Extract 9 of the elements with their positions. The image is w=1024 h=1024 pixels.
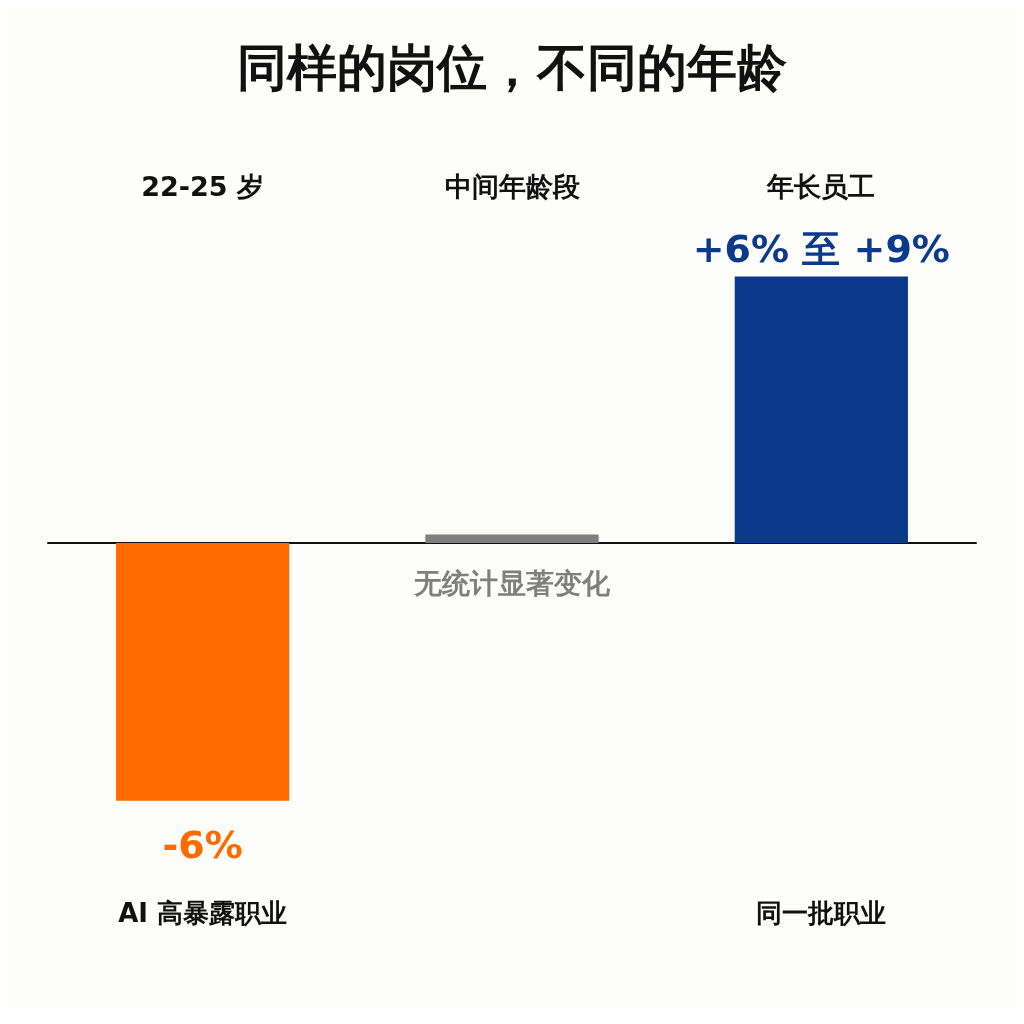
chart-title: 同样的岗位，不同的年龄: [237, 39, 787, 97]
x-tick-label: 22-25 岁: [141, 171, 265, 203]
data-label: +6% 至 +9%: [692, 226, 950, 271]
data-label: -6%: [162, 822, 243, 867]
x-tick-label: 中间年龄段: [444, 171, 581, 203]
text: 同一批职业: [756, 897, 887, 928]
text: AI 高暴露职业: [118, 897, 288, 928]
data-label: 无统计显著变化: [413, 566, 611, 600]
x-tick-label: 年长员工: [766, 171, 876, 203]
